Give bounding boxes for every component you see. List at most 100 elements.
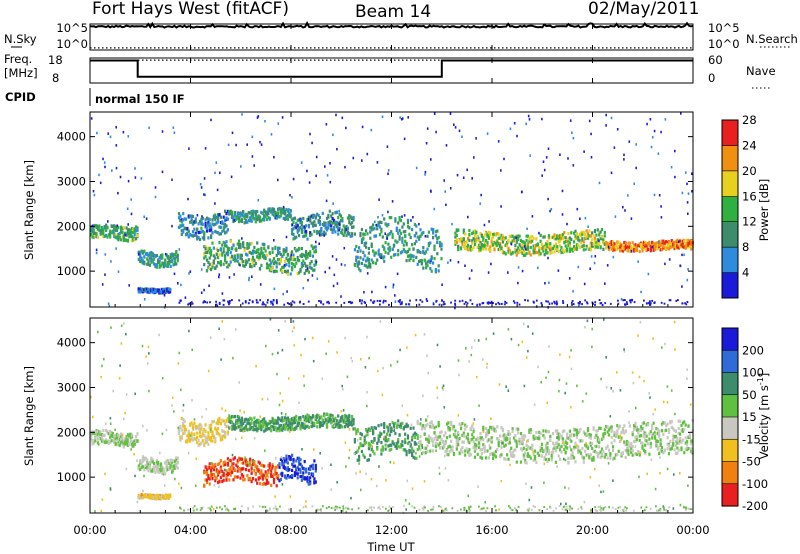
velocity-cell bbox=[207, 474, 210, 478]
power-cell bbox=[117, 232, 120, 237]
velocity-cell bbox=[103, 440, 106, 444]
power-noise bbox=[524, 247, 527, 251]
power-cell bbox=[497, 232, 500, 236]
power-cell bbox=[593, 236, 597, 241]
power-noise bbox=[188, 147, 190, 150]
velocity-cell bbox=[345, 417, 348, 421]
power-ground bbox=[373, 300, 376, 303]
power-cell bbox=[342, 233, 345, 237]
power-cell bbox=[605, 242, 608, 247]
power-cell bbox=[381, 244, 384, 248]
velocity-cell bbox=[250, 480, 253, 484]
power-noise bbox=[384, 285, 387, 289]
velocity-cell bbox=[429, 425, 432, 429]
power-colorbar-swatch bbox=[722, 196, 738, 223]
power-noise bbox=[521, 269, 524, 273]
velocity-cell bbox=[341, 418, 344, 422]
velocity-cell bbox=[577, 445, 580, 449]
power-cell bbox=[114, 226, 117, 230]
power-noise bbox=[324, 165, 326, 168]
power-cell bbox=[272, 256, 276, 261]
velocity-cell bbox=[549, 438, 552, 442]
velocity-cell bbox=[432, 423, 435, 427]
power-noise bbox=[475, 137, 477, 140]
power-ground bbox=[206, 301, 209, 304]
velocity-cell bbox=[264, 424, 267, 428]
power-cell bbox=[355, 255, 358, 259]
velocity-cell bbox=[311, 472, 315, 476]
power-cell bbox=[579, 234, 583, 238]
power-cell bbox=[208, 224, 211, 228]
power-cell bbox=[455, 233, 458, 237]
velocity-cell bbox=[416, 448, 419, 452]
velocity-cell bbox=[238, 415, 241, 419]
power-cell bbox=[528, 240, 531, 244]
power-cell bbox=[163, 287, 166, 291]
power-cell bbox=[634, 248, 637, 252]
power-cell bbox=[194, 217, 197, 221]
power-ground bbox=[228, 303, 230, 306]
velocity-cell bbox=[243, 458, 246, 462]
power-noise bbox=[516, 134, 518, 138]
power-cell bbox=[111, 230, 114, 234]
power-cell bbox=[196, 237, 199, 241]
velocity-cell bbox=[311, 466, 315, 471]
velocity-cell bbox=[476, 438, 479, 442]
velocity-cell bbox=[152, 496, 155, 501]
power-cell bbox=[242, 260, 245, 264]
power-noise bbox=[559, 153, 561, 156]
velocity-cell bbox=[411, 438, 414, 442]
power-noise bbox=[102, 157, 104, 161]
power-noise bbox=[462, 176, 465, 179]
velocity-cell bbox=[107, 439, 110, 443]
velocity-cell bbox=[147, 495, 150, 499]
power-cell bbox=[398, 237, 401, 241]
power-noise bbox=[187, 197, 189, 201]
velocity-cell bbox=[293, 471, 296, 475]
velocity-cell bbox=[328, 416, 331, 420]
power-cell bbox=[212, 254, 215, 258]
power-noise bbox=[480, 193, 482, 197]
power-cell bbox=[285, 214, 288, 219]
power-cell bbox=[419, 234, 422, 238]
power-noise bbox=[528, 118, 531, 121]
velocity-cell bbox=[346, 416, 349, 420]
velocity-cell bbox=[254, 478, 257, 482]
velocity-cell bbox=[423, 427, 426, 431]
power-cell bbox=[483, 245, 486, 249]
velocity-cell bbox=[236, 469, 239, 473]
power-cell bbox=[454, 235, 457, 239]
velocity-cell bbox=[525, 461, 528, 465]
power-noise bbox=[425, 298, 428, 301]
power-cell bbox=[158, 288, 161, 292]
power-noise bbox=[561, 189, 564, 193]
velocity-cell bbox=[538, 453, 541, 457]
velocity-cell bbox=[289, 425, 292, 429]
power-noise bbox=[210, 118, 212, 122]
power-cell bbox=[511, 239, 514, 243]
velocity-cell bbox=[411, 435, 414, 440]
velocity-cell bbox=[162, 472, 165, 476]
velocity-cell bbox=[451, 427, 454, 431]
power-noise bbox=[338, 228, 340, 232]
power-cell bbox=[512, 239, 516, 243]
velocity-cell bbox=[218, 479, 221, 483]
velocity-cell bbox=[238, 417, 241, 421]
velocity-cell bbox=[532, 458, 535, 462]
power-cell bbox=[432, 261, 435, 265]
power-cell bbox=[483, 243, 486, 247]
power-cell bbox=[240, 219, 243, 223]
velocity-cell bbox=[425, 424, 428, 428]
power-noise bbox=[338, 209, 340, 213]
power-ground bbox=[649, 300, 651, 303]
velocity-cell bbox=[507, 457, 510, 461]
power-cell bbox=[92, 225, 95, 229]
power-cell bbox=[419, 250, 422, 255]
power-cell bbox=[638, 242, 641, 246]
power-cell bbox=[132, 236, 135, 240]
velocity-cell bbox=[278, 424, 281, 428]
velocity-cell bbox=[504, 434, 507, 438]
power-cell bbox=[655, 244, 658, 249]
power-cell bbox=[348, 217, 351, 221]
